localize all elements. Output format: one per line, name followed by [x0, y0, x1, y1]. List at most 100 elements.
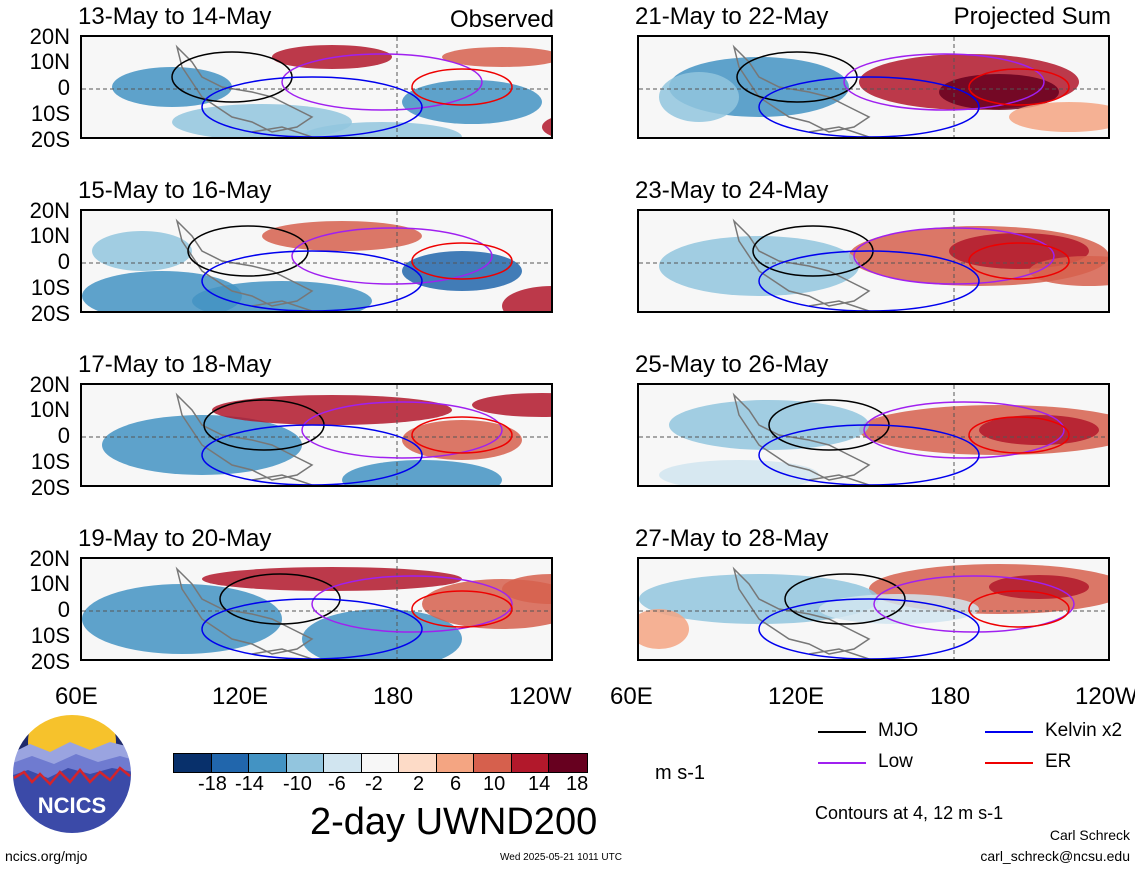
er-contour [968, 590, 1070, 628]
colorbar [173, 753, 588, 773]
map-panel-obs-3 [80, 383, 553, 487]
lon-label: 60E [55, 683, 98, 710]
lat-label: 20S [30, 127, 70, 152]
mjo-contour [784, 573, 906, 625]
lon-label: 60E [610, 683, 653, 710]
kelvin-contour [201, 76, 423, 137]
map-plot [639, 37, 1108, 137]
anomaly-shading [939, 74, 1059, 110]
panel-title-1: 13-May to 14-May [78, 3, 272, 30]
anomaly-shading [502, 286, 551, 311]
legend-swatch-low [818, 762, 866, 764]
map-panel-proj-2 [637, 209, 1110, 313]
anomaly-shading [819, 594, 979, 624]
legend-label-er: ER [1045, 751, 1072, 772]
contours-note: Contours at 4, 12 m s-1 [815, 803, 1004, 823]
coastline [251, 474, 318, 485]
legend-swatch-er [985, 762, 1033, 764]
map-panel-proj-1 [637, 35, 1110, 139]
lat-label: 10S [30, 275, 70, 300]
low-contour [291, 227, 493, 285]
panel-title-8: 27-May to 28-May [635, 525, 829, 552]
colorbar-tick: -14 [235, 773, 264, 795]
colorbar-tick: 6 [450, 773, 462, 795]
colorbar-swatch [211, 754, 249, 772]
map-plot [82, 211, 551, 311]
lat-label: 10N [29, 571, 70, 596]
lat-label: 10S [30, 449, 70, 474]
mjo-contour [219, 573, 341, 625]
map-plot [82, 37, 551, 137]
anomaly-shading [442, 47, 551, 67]
coastline [175, 392, 314, 481]
coastline [732, 392, 871, 481]
logo-text: NCICS [38, 793, 106, 818]
lat-label: 20N [29, 372, 70, 397]
panel-title-5: 17-May to 18-May [78, 351, 272, 378]
map-panel-obs-1 [80, 35, 553, 139]
anomaly-shading [262, 221, 422, 251]
anomaly-shading [302, 609, 462, 659]
map-plot [82, 559, 551, 659]
site-link[interactable]: ncics.org/mjo [5, 848, 88, 864]
coastline [175, 44, 314, 133]
anomaly-shading [659, 460, 819, 485]
map-panel-proj-3 [637, 383, 1110, 487]
lon-label: 120E [768, 683, 825, 710]
anomaly-shading [659, 236, 859, 296]
colorbar-swatch [361, 754, 399, 772]
er-contour [411, 242, 513, 280]
map-panel-obs-2 [80, 209, 553, 313]
kelvin-contour [758, 424, 980, 485]
author-email[interactable]: carl_schreck@ncsu.edu [980, 848, 1130, 864]
kelvin-contour [201, 598, 423, 659]
colorbar-tick: -10 [283, 773, 312, 795]
map-plot [639, 211, 1108, 311]
map-panel-obs-4 [80, 557, 553, 661]
er-contour [411, 590, 513, 628]
anomaly-shading [989, 575, 1089, 599]
panel-title-6: 25-May to 26-May [635, 351, 829, 378]
legend-swatch-mjo [818, 731, 866, 733]
legend-label-mjo: MJO [878, 720, 919, 741]
colorbar-tick: 14 [528, 773, 551, 795]
panel-title-4: 23-May to 24-May [635, 177, 829, 204]
coastline [808, 300, 875, 311]
lat-label: 20N [29, 546, 70, 571]
colorbar-swatch [511, 754, 549, 772]
panel-title-3: 15-May to 16-May [78, 177, 272, 204]
projected-label: Projected Sum [953, 3, 1111, 30]
er-contour [411, 416, 513, 454]
lat-label: 20N [29, 198, 70, 223]
panel-title-7: 19-May to 20-May [78, 525, 272, 552]
colorbar-tick: 2 [413, 773, 425, 795]
low-contour [863, 401, 1065, 459]
anomaly-shading [639, 609, 689, 649]
colorbar-units: m s-1 [655, 762, 705, 784]
kelvin-contour [201, 250, 423, 311]
colorbar-swatch [174, 754, 212, 772]
lon-label: 120W [509, 683, 572, 710]
figure-title: 2-day UWND200 [310, 801, 598, 843]
legend-swatch-kelvin [985, 731, 1033, 733]
map-plot [639, 385, 1108, 485]
colorbar-tick: -18 [198, 773, 227, 795]
panel-title-2: 21-May to 22-May [635, 3, 829, 30]
low-contour [311, 575, 513, 633]
lat-label: 20N [29, 24, 70, 49]
anomaly-shading [472, 393, 551, 417]
lat-label: 0 [57, 423, 70, 448]
low-contour [873, 575, 1075, 633]
low-contour [853, 227, 1055, 285]
colorbar-tick: -2 [365, 773, 383, 795]
anomaly-shading [172, 104, 352, 137]
low-contour [301, 401, 503, 459]
lat-label: 10S [30, 623, 70, 648]
coastline [175, 566, 314, 655]
er-contour [968, 242, 1070, 280]
lon-label: 180 [930, 683, 971, 710]
kelvin-contour [758, 76, 980, 137]
colorbar-swatch [324, 754, 362, 772]
lat-label: 0 [57, 249, 70, 274]
colorbar-swatch [474, 754, 512, 772]
